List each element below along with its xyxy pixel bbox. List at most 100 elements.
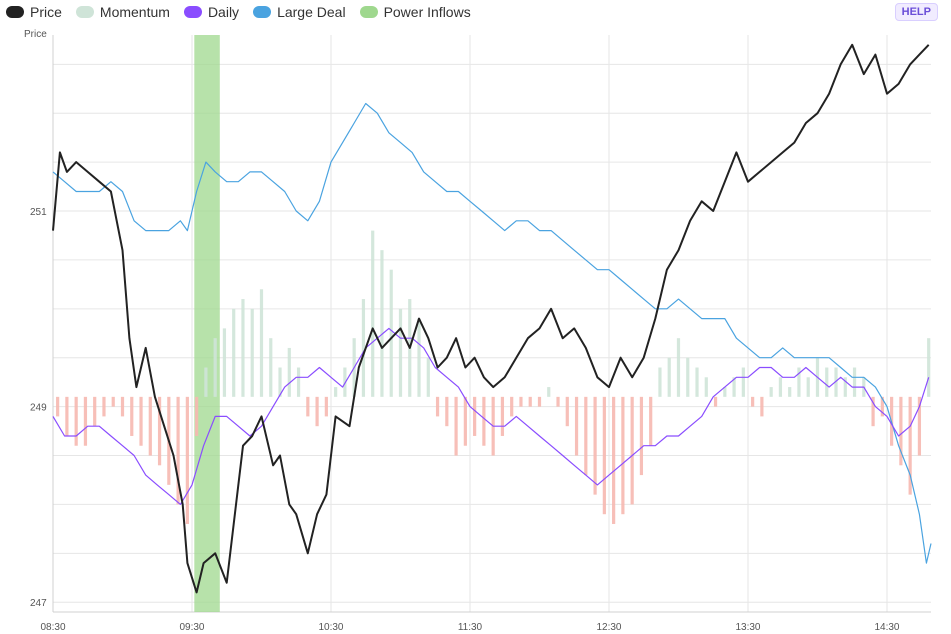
momentum-bar <box>83 396 88 446</box>
momentum-bar <box>584 396 588 476</box>
y-tick-label: 249 <box>30 403 47 414</box>
x-tick-label: 08:30 <box>40 622 65 633</box>
momentum-bar <box>704 377 708 397</box>
momentum-bar <box>510 396 514 417</box>
momentum-bar <box>639 396 644 476</box>
legend-swatch-large-deal <box>253 6 272 18</box>
momentum-bar <box>908 396 912 495</box>
momentum-bar <box>398 308 403 397</box>
momentum-bar <box>361 299 366 397</box>
momentum-bar <box>649 396 653 446</box>
x-tick-label: 13:30 <box>735 622 760 633</box>
momentum-bar <box>435 396 440 417</box>
momentum-bar <box>334 387 338 397</box>
legend-item-momentum[interactable]: Momentum <box>75 4 170 20</box>
momentum-bar <box>296 367 301 397</box>
legend-label-power-inflows: Power Inflows <box>383 4 471 20</box>
help-button[interactable]: HELP <box>894 3 938 21</box>
momentum-bar <box>927 338 931 397</box>
momentum-bar <box>612 396 616 524</box>
momentum-bar <box>120 396 125 417</box>
x-tick-label: 14:30 <box>874 622 899 633</box>
momentum-bar <box>556 396 560 407</box>
momentum-bar <box>473 396 477 436</box>
momentum-bar <box>213 338 217 397</box>
momentum-bar <box>148 396 152 456</box>
legend-swatch-power-inflows <box>359 6 378 18</box>
momentum-bar <box>667 357 671 397</box>
momentum-bar <box>621 396 625 515</box>
momentum-bar <box>695 367 699 397</box>
price-line <box>52 43 930 594</box>
momentum-bar <box>482 396 486 446</box>
momentum-bar <box>102 396 106 417</box>
momentum-bar <box>565 396 569 427</box>
legend-label-daily: Daily <box>207 4 240 20</box>
momentum-bar <box>204 367 208 397</box>
momentum-bar <box>130 396 134 436</box>
legend-label-large-deal: Large Deal <box>277 4 346 20</box>
momentum-bar <box>287 347 291 397</box>
momentum-bar <box>454 396 458 456</box>
momentum-bar <box>834 367 838 397</box>
momentum-bar <box>445 396 449 427</box>
momentum-bar <box>574 396 579 456</box>
momentum-bar <box>537 396 542 407</box>
momentum-bar <box>788 387 792 397</box>
momentum-bar <box>157 396 162 466</box>
momentum-bar <box>278 367 282 397</box>
momentum-bar <box>111 396 115 407</box>
momentum-bar <box>760 396 764 417</box>
x-tick-label: 11:30 <box>458 622 483 633</box>
momentum-bar <box>769 387 773 397</box>
momentum-bar <box>222 328 227 397</box>
momentum-bar <box>917 396 922 456</box>
momentum-bar <box>195 396 199 436</box>
legend-item-power-inflows[interactable]: Power Inflows <box>359 4 471 20</box>
legend-label-price: Price <box>30 4 62 20</box>
momentum-bar <box>806 377 810 397</box>
momentum-bar <box>417 318 421 397</box>
momentum-bar <box>389 269 393 397</box>
momentum-bar <box>658 367 662 397</box>
momentum-bar <box>713 396 718 407</box>
momentum-bar <box>519 396 523 407</box>
legend-item-price[interactable]: Price <box>6 4 62 20</box>
momentum-bar <box>686 357 690 397</box>
momentum-bar <box>315 396 319 427</box>
legend-item-daily[interactable]: Daily <box>183 4 240 20</box>
momentum-bar <box>65 396 69 436</box>
momentum-bar <box>797 367 801 397</box>
power-inflows-band <box>194 35 220 612</box>
momentum-bar <box>751 396 755 407</box>
legend-item-large-deal[interactable]: Large Deal <box>253 4 346 20</box>
legend-label-momentum: Momentum <box>99 4 170 20</box>
momentum-bar <box>56 396 60 417</box>
y-tick-label: 251 <box>30 207 47 218</box>
momentum-bar <box>93 396 97 427</box>
large-deal-line <box>52 102 932 564</box>
momentum-bar <box>324 396 328 417</box>
momentum-bar <box>528 396 532 407</box>
legend-swatch-daily <box>183 6 202 18</box>
momentum-bar <box>371 230 375 397</box>
momentum-bar <box>463 396 467 446</box>
momentum-bar <box>139 396 143 446</box>
momentum-bar <box>232 308 236 397</box>
momentum-bar <box>380 250 384 397</box>
momentum-bar <box>185 396 189 524</box>
y-axis-title: Price <box>24 29 47 40</box>
momentum-bar <box>843 377 847 397</box>
momentum-bar <box>306 396 310 417</box>
momentum-bar <box>176 396 180 505</box>
daily-line <box>52 327 930 505</box>
momentum-bar <box>259 289 264 397</box>
x-tick-label: 09:30 <box>179 622 204 633</box>
momentum-bar <box>676 338 681 397</box>
momentum-bar <box>630 396 634 505</box>
momentum-bar <box>825 367 829 397</box>
momentum-bar <box>74 396 78 446</box>
momentum-bar <box>880 396 884 417</box>
